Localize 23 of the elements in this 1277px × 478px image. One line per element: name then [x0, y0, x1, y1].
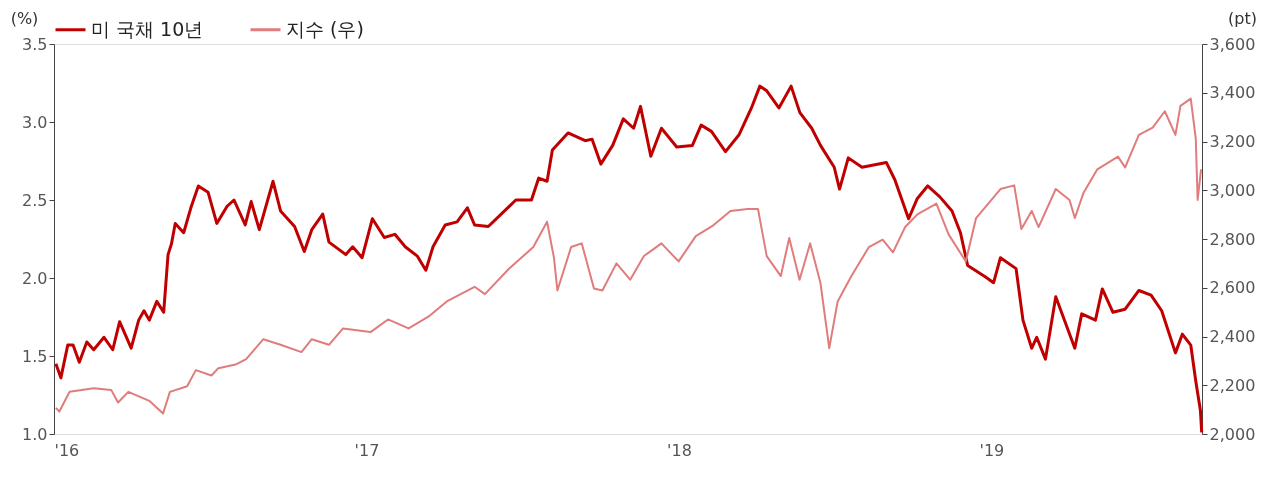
y-tick-label: 3.5 [22, 34, 48, 54]
y-tick-label: 2.5 [22, 190, 48, 210]
x-tick-label: '16 [54, 440, 80, 460]
y2-tick-label: 2,400 [1209, 327, 1256, 346]
y2-tick-label: 2,800 [1209, 229, 1256, 249]
y-tick-label: 2.0 [22, 268, 48, 288]
y-tick-label: 1.5 [22, 346, 48, 366]
legend-label: 미 국채 10년 [91, 17, 204, 40]
x-tick-label: '18 [667, 440, 692, 460]
y-axis-title: (%) [10, 8, 39, 28]
y2-axis-title: (pt) [1228, 8, 1257, 28]
y2-tick-label: 2,200 [1209, 375, 1256, 395]
x-tick-label: '17 [354, 440, 380, 460]
legend-label: 지수 (우) [286, 17, 364, 40]
y2-tick-label: 2,000 [1209, 424, 1256, 444]
y2-tick-label: 3,200 [1209, 132, 1256, 151]
y2-tick-label: 2,600 [1209, 278, 1256, 298]
y-tick-label: 1.0 [22, 424, 48, 444]
y2-tick-label: 3,600 [1209, 34, 1256, 54]
y2-tick-label: 3,000 [1209, 180, 1256, 200]
y2-tick-label: 3,400 [1209, 83, 1256, 103]
x-tick-label: '19 [979, 440, 1005, 460]
y-tick-label: 3.0 [22, 112, 48, 132]
